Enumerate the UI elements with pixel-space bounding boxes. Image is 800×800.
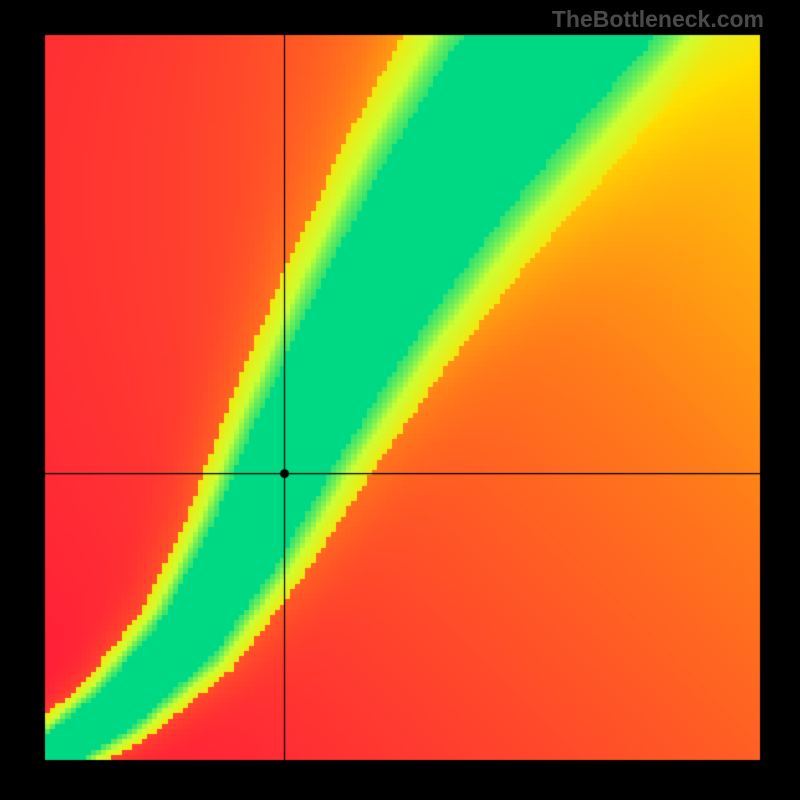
chart-container: TheBottleneck.com: [0, 0, 800, 800]
heatmap-canvas: [0, 0, 800, 800]
watermark-text: TheBottleneck.com: [552, 6, 764, 33]
